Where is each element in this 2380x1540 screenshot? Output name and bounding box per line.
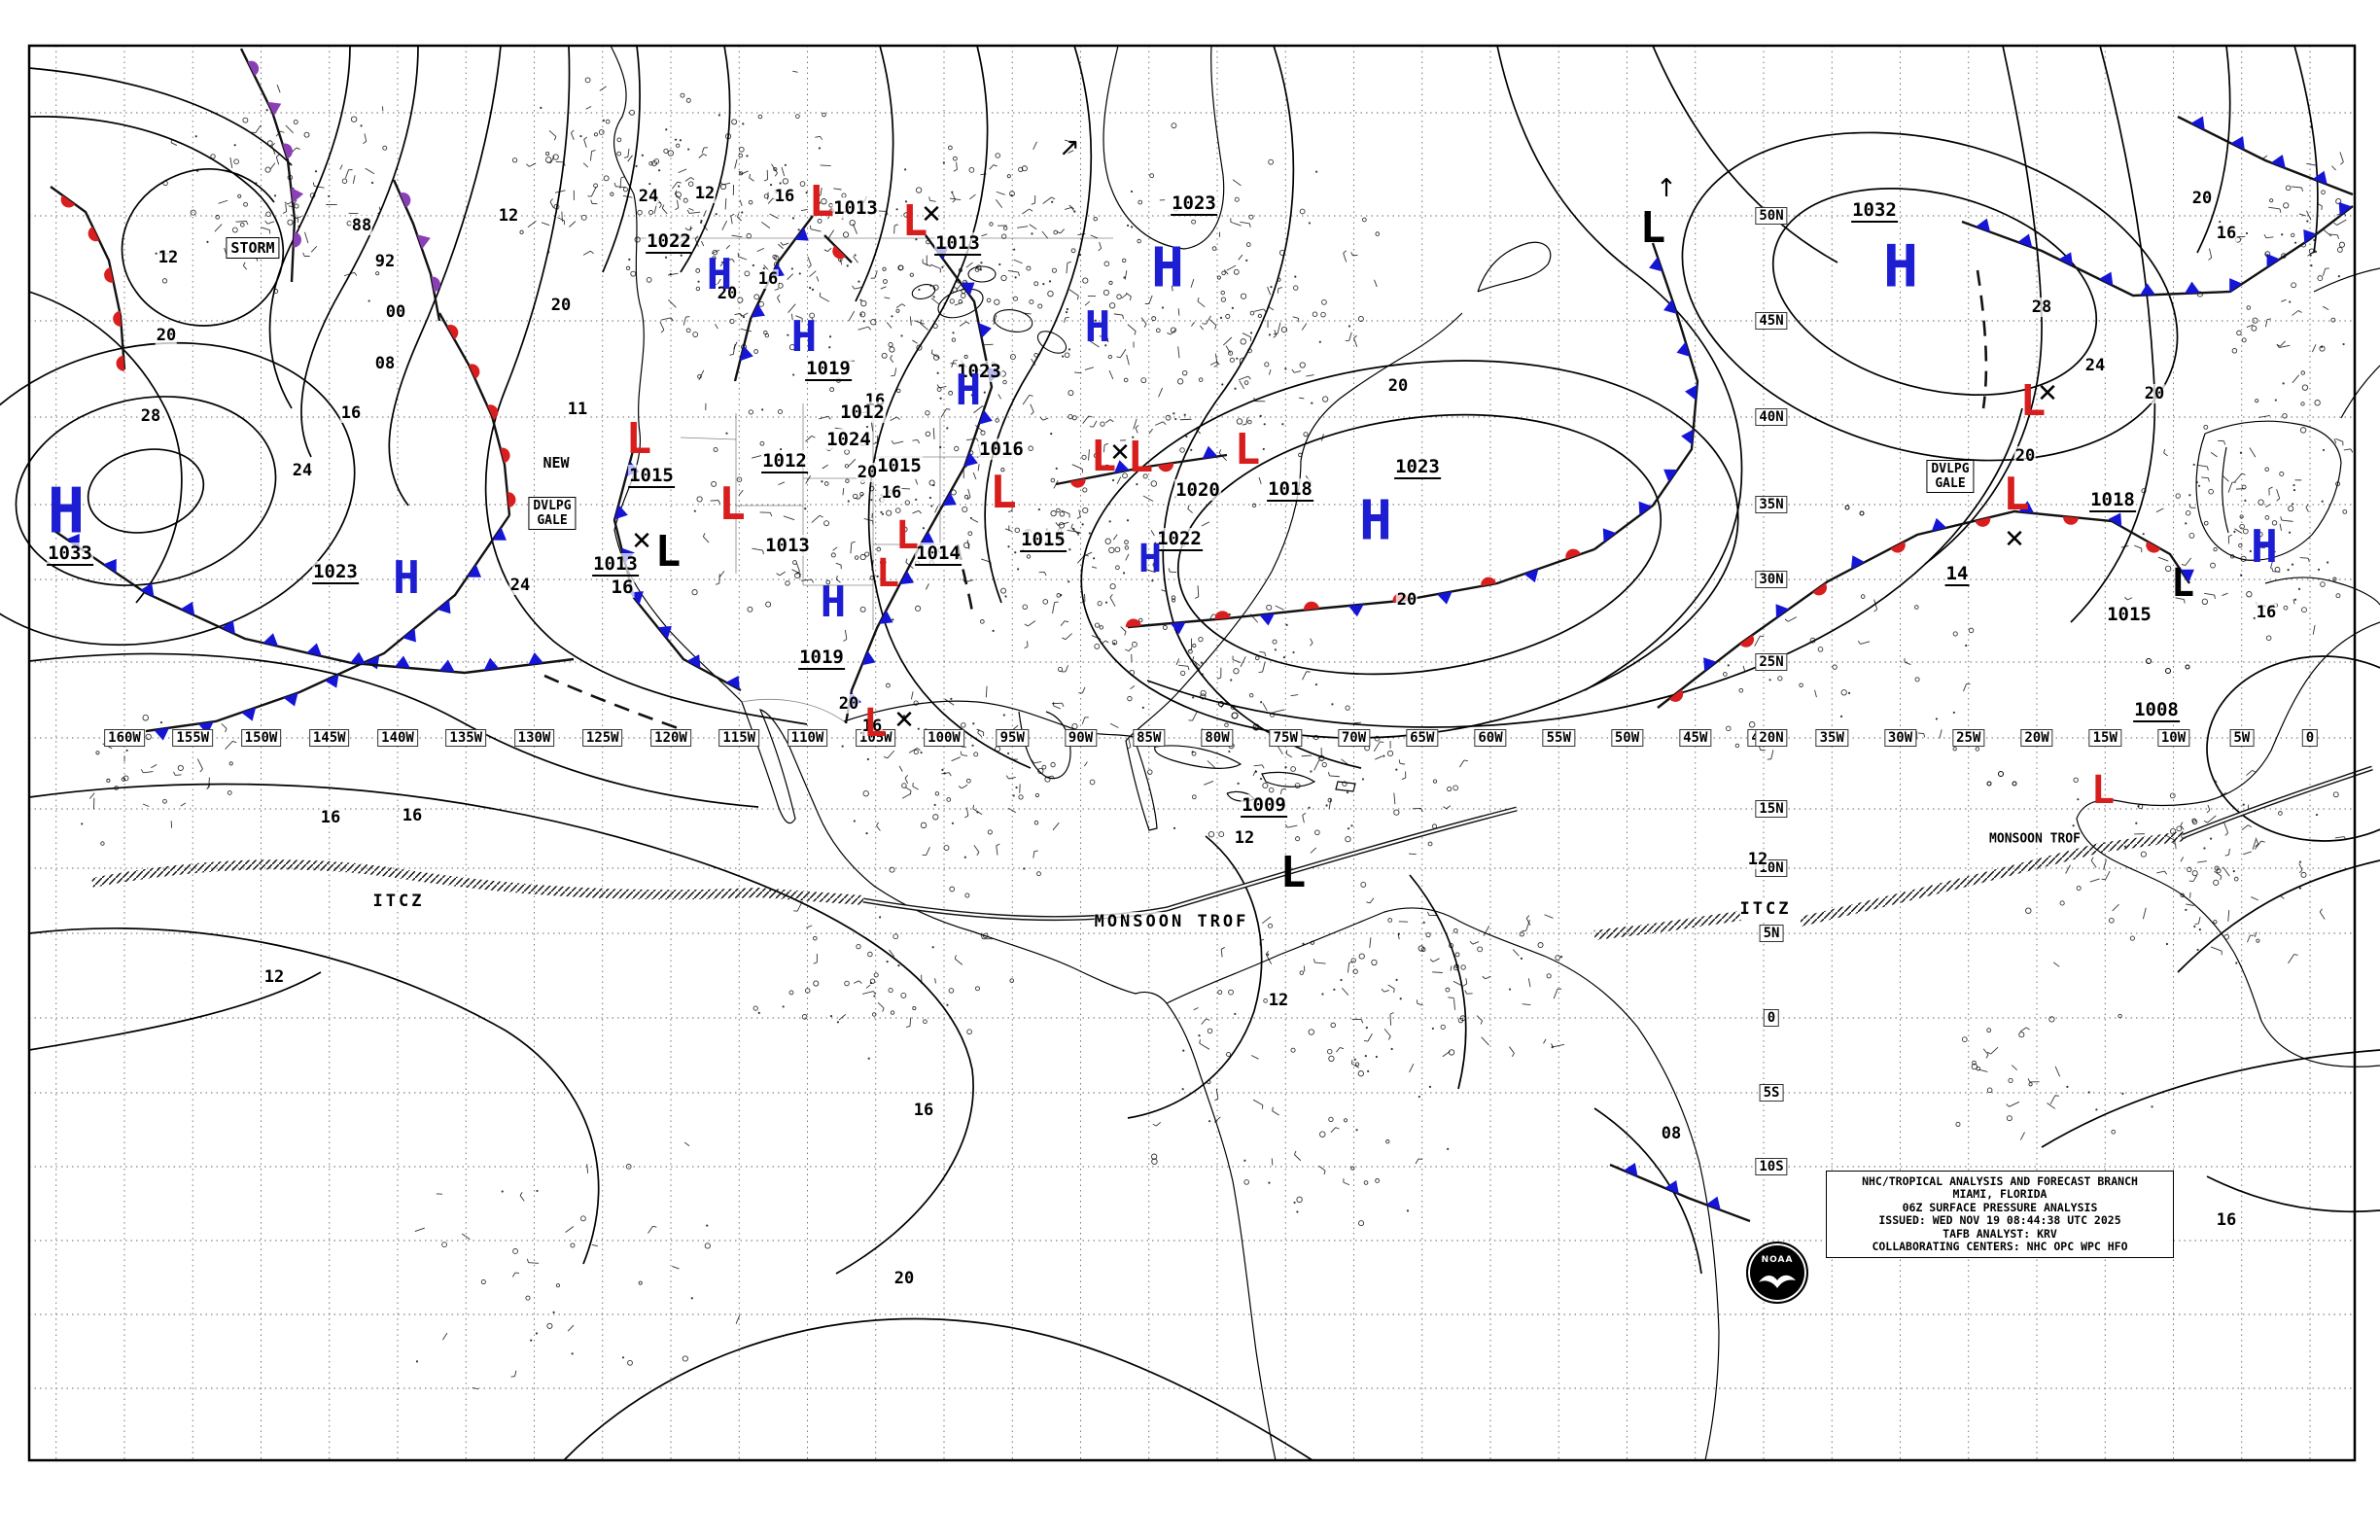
attribution-line: MIAMI, FLORIDA xyxy=(1952,1187,2048,1201)
noaa-logo-text: NOAA xyxy=(1761,1255,1794,1265)
attribution-line: ISSUED: WED NOV 19 08:44:38 UTC 2025 xyxy=(1878,1213,2121,1227)
attribution-box: NHC/TROPICAL ANALYSIS AND FORECAST BRANC… xyxy=(1826,1171,2174,1258)
political-borders xyxy=(637,237,1113,722)
noaa-logo: NOAA xyxy=(1746,1242,1808,1304)
attribution-line: NHC/TROPICAL ANALYSIS AND FORECAST BRANC… xyxy=(1862,1173,2138,1188)
noaa-seagull-icon xyxy=(1759,1275,1796,1288)
attribution-line: COLLABORATING CENTERS: NHC OPC WPC HFO xyxy=(1872,1240,2128,1253)
attribution-line: TAFB ANALYST: KRV xyxy=(1942,1226,2057,1241)
coastlines xyxy=(610,45,2380,1461)
latlon-grid xyxy=(29,46,2355,1460)
weather-fronts xyxy=(50,48,2354,1223)
map-frame xyxy=(27,44,2357,1462)
attribution-line: 06Z SURFACE PRESSURE ANALYSIS xyxy=(1902,1200,2098,1214)
itcz-band xyxy=(91,269,2373,940)
